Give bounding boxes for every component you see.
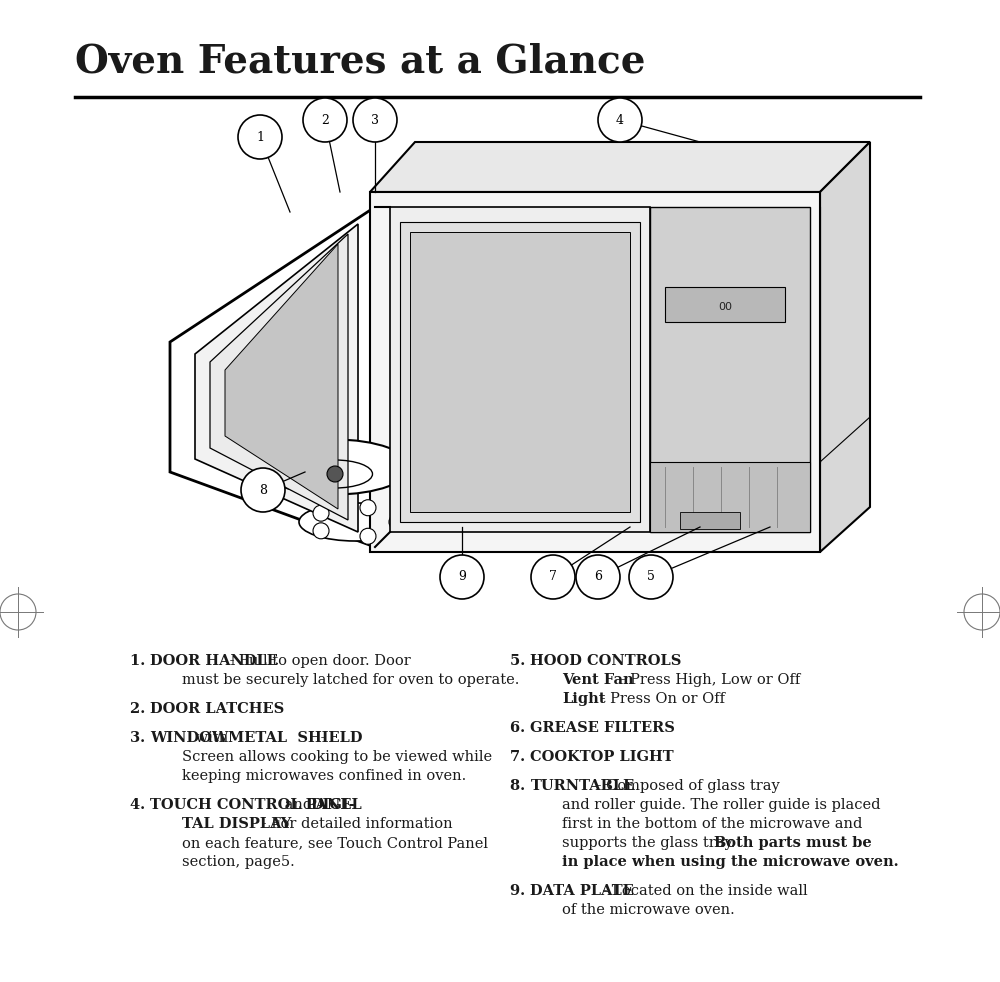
Text: http://www.appliancefactoryparts.com: http://www.appliancefactoryparts.com	[406, 459, 594, 469]
Ellipse shape	[260, 440, 410, 495]
Text: DATA PLATE: DATA PLATE	[530, 884, 634, 898]
Text: - Press High, Low or Off: - Press High, Low or Off	[616, 673, 800, 687]
Text: 7: 7	[549, 571, 557, 583]
Text: Appliance Factory Parts: Appliance Factory Parts	[268, 434, 522, 454]
Text: TURNTABLE: TURNTABLE	[530, 779, 635, 793]
Circle shape	[531, 555, 575, 599]
Circle shape	[353, 98, 397, 142]
Circle shape	[241, 468, 285, 512]
Text: 1: 1	[256, 131, 264, 143]
Polygon shape	[650, 207, 810, 532]
Text: must be securely latched for oven to operate.: must be securely latched for oven to ope…	[182, 673, 519, 687]
Text: METAL  SHIELD: METAL SHIELD	[228, 731, 362, 745]
Text: GREASE FILTERS: GREASE FILTERS	[530, 721, 675, 735]
Text: 9.: 9.	[510, 884, 530, 898]
Text: DOOR LATCHES: DOOR LATCHES	[150, 702, 285, 716]
Text: 5.: 5.	[510, 654, 530, 668]
Text: 4: 4	[616, 114, 624, 127]
Text: TAL DISPLAY: TAL DISPLAY	[182, 817, 291, 831]
Text: Screen allows cooking to be viewed while: Screen allows cooking to be viewed while	[182, 750, 492, 764]
Text: Both parts must be: Both parts must be	[714, 836, 872, 850]
Text: - Composed of glass tray: - Composed of glass tray	[592, 779, 779, 793]
Text: Vent Fan: Vent Fan	[562, 673, 634, 687]
Text: 00: 00	[718, 302, 732, 312]
Circle shape	[238, 115, 282, 159]
Text: first in the bottom of the microwave and: first in the bottom of the microwave and	[562, 817, 862, 831]
Text: 7.: 7.	[510, 750, 530, 764]
Circle shape	[598, 98, 642, 142]
Text: WINDOW: WINDOW	[150, 731, 229, 745]
Text: -: -	[316, 731, 326, 745]
Polygon shape	[225, 244, 338, 509]
Polygon shape	[410, 232, 630, 512]
Circle shape	[313, 522, 329, 539]
Polygon shape	[820, 142, 870, 552]
Text: 5: 5	[647, 571, 655, 583]
Text: Oven Features at a Glance: Oven Features at a Glance	[75, 42, 646, 80]
Text: 4.: 4.	[130, 798, 150, 812]
Text: HOOD CONTROLS: HOOD CONTROLS	[530, 654, 682, 668]
Text: supports the glass tray.: supports the glass tray.	[562, 836, 740, 850]
Ellipse shape	[299, 503, 411, 541]
Text: 8.: 8.	[510, 779, 530, 793]
Text: 3.: 3.	[130, 731, 150, 745]
Circle shape	[313, 505, 329, 521]
Text: Light: Light	[562, 692, 606, 706]
Text: section, page5.: section, page5.	[182, 855, 295, 869]
Text: and: and	[280, 798, 316, 812]
Text: keeping microwaves confined in oven.: keeping microwaves confined in oven.	[182, 769, 466, 783]
Text: COOKTOP LIGHT: COOKTOP LIGHT	[530, 750, 674, 764]
Circle shape	[303, 98, 347, 142]
Text: - Located on the inside wall: - Located on the inside wall	[598, 884, 808, 898]
Polygon shape	[195, 224, 358, 532]
Text: 6: 6	[594, 571, 602, 583]
Text: - For detailed information: - For detailed information	[257, 817, 452, 831]
Polygon shape	[680, 512, 740, 529]
Text: TOUCH CONTROL PANEL: TOUCH CONTROL PANEL	[150, 798, 362, 812]
Circle shape	[360, 528, 376, 544]
Circle shape	[576, 555, 620, 599]
Polygon shape	[390, 207, 650, 532]
Circle shape	[440, 555, 484, 599]
Text: 3: 3	[371, 114, 379, 127]
Text: 6.: 6.	[510, 721, 530, 735]
Polygon shape	[665, 287, 785, 322]
Text: 9: 9	[458, 571, 466, 583]
Text: 2: 2	[321, 114, 329, 127]
Text: with: with	[191, 731, 233, 745]
Circle shape	[327, 466, 343, 482]
Text: 8: 8	[259, 483, 267, 497]
Polygon shape	[370, 192, 820, 552]
Text: and roller guide. The roller guide is placed: and roller guide. The roller guide is pl…	[562, 798, 881, 812]
Text: 1.: 1.	[130, 654, 150, 668]
Text: in place when using the microwave oven.: in place when using the microwave oven.	[562, 855, 899, 869]
Circle shape	[629, 555, 673, 599]
Text: on each feature, see Touch Control Panel: on each feature, see Touch Control Panel	[182, 836, 488, 850]
Polygon shape	[170, 207, 375, 547]
Polygon shape	[210, 234, 348, 520]
Text: - Press On or Off: - Press On or Off	[596, 692, 725, 706]
Circle shape	[389, 514, 405, 530]
Polygon shape	[400, 222, 640, 522]
Circle shape	[360, 500, 376, 516]
Text: of the microwave oven.: of the microwave oven.	[562, 903, 735, 917]
Text: DIGI-: DIGI-	[310, 798, 355, 812]
Polygon shape	[650, 462, 810, 532]
Text: 2.: 2.	[130, 702, 150, 716]
Polygon shape	[370, 142, 870, 192]
Text: DOOR HANDLE: DOOR HANDLE	[150, 654, 278, 668]
Text: - Pull to open door. Door: - Pull to open door. Door	[225, 654, 411, 668]
